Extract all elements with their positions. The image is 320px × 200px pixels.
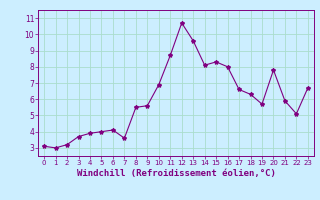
X-axis label: Windchill (Refroidissement éolien,°C): Windchill (Refroidissement éolien,°C) bbox=[76, 169, 276, 178]
